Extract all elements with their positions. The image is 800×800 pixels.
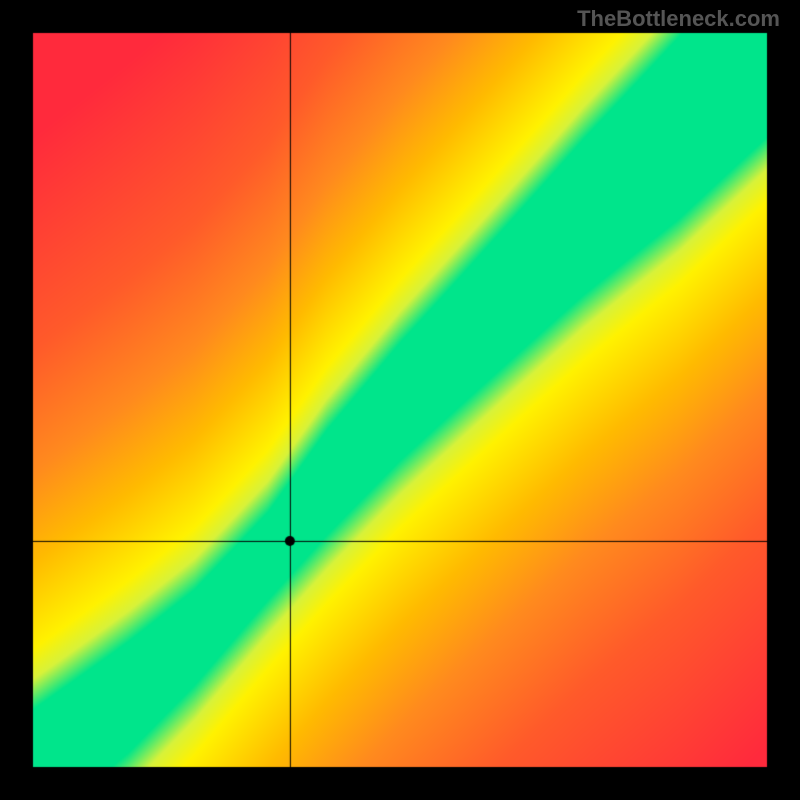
chart-container: TheBottleneck.com [0, 0, 800, 800]
watermark-text: TheBottleneck.com [577, 6, 780, 32]
bottleneck-heatmap [0, 0, 800, 800]
